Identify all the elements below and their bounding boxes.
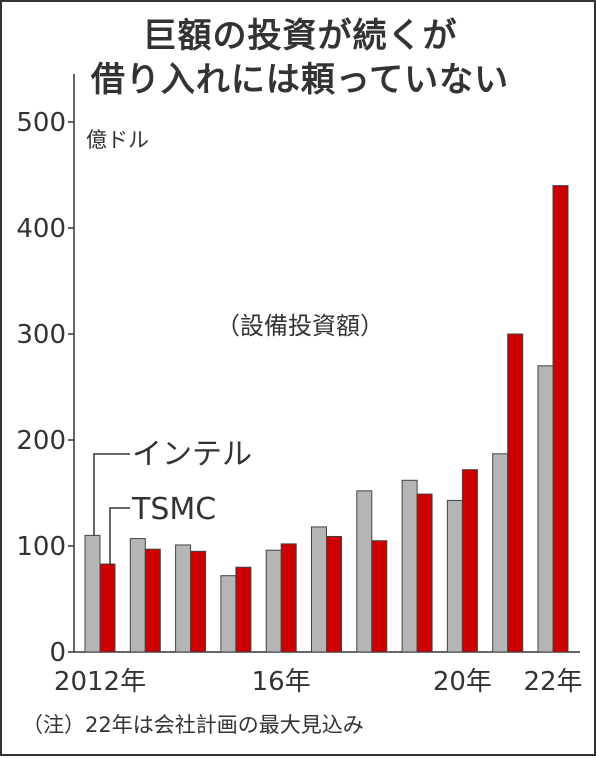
footnote: （注）22年は会社計画の最大見込み [22,713,364,737]
x-tick-label: 16年 [252,667,311,697]
bar-intel-9 [492,453,509,653]
bar-tsmc-0 [99,563,116,653]
bar-intel-6 [356,490,373,653]
bar-intel-1 [129,538,146,653]
bar-tsmc-9 [507,333,524,653]
bar-intel-3 [220,575,237,653]
bar-tsmc-10 [552,185,569,653]
y-tick-label: 300 [16,320,66,350]
tsmc-leader-line [109,507,130,564]
x-tick-label: 22年 [523,667,582,697]
y-tick-label: 400 [16,214,66,244]
bar-tsmc-8 [461,469,478,653]
series-label-intel: インテル [132,437,252,472]
chart-title-line-1: 巨額の投資が続くが [142,16,458,56]
x-tick-label: 2012年 [54,667,146,697]
bar-tsmc-5 [326,535,342,653]
y-tick-label: 0 [49,638,66,668]
bar-tsmc-7 [416,493,433,653]
chart-title-line-2: 借り入れには頼っていない [90,60,510,100]
x-tick-label: 20年 [433,667,492,697]
bar-intel-0 [84,534,101,653]
bar-intel-7 [401,479,418,653]
bar-tsmc-2 [190,550,207,653]
bar-intel-10 [537,365,554,653]
bar-tsmc-6 [371,540,388,653]
y-ticks: 0 100 200 300 400 500 [16,108,74,668]
bar-tsmc-3 [235,566,252,653]
bars [84,185,569,653]
chart-annotation: （設備投資額） [216,312,384,340]
series-label-tsmc: TSMC [131,492,216,527]
bar-tsmc-4 [280,543,297,653]
bar-intel-5 [311,526,327,653]
x-ticks: 2012年 16年 20年 22年 [54,667,583,697]
bar-intel-8 [446,499,463,653]
y-tick-label: 500 [16,108,66,138]
bar-intel-4 [265,549,282,653]
y-tick-label: 100 [16,532,66,562]
intel-leader-line [93,453,130,536]
bar-tsmc-1 [144,548,161,653]
y-tick-label: 200 [16,426,66,456]
bar-intel-2 [175,544,192,653]
unit-label: 億ドル [86,128,149,152]
